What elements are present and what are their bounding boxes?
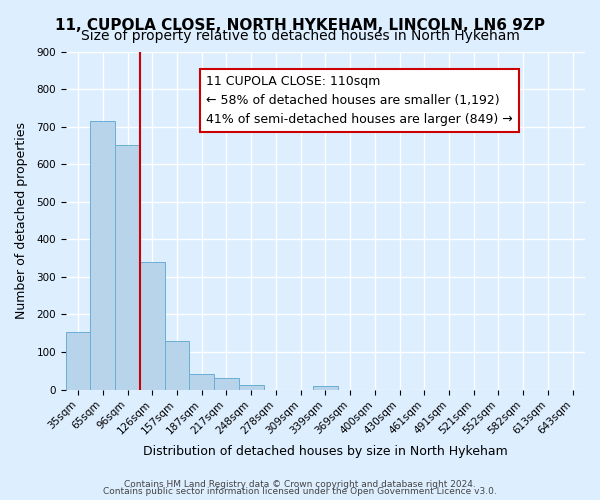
X-axis label: Distribution of detached houses by size in North Hykeham: Distribution of detached houses by size … bbox=[143, 444, 508, 458]
Bar bbox=[214, 378, 239, 390]
Text: Contains HM Land Registry data © Crown copyright and database right 2024.: Contains HM Land Registry data © Crown c… bbox=[124, 480, 476, 489]
Bar bbox=[115, 144, 140, 390]
Bar bbox=[65, 332, 91, 390]
Bar bbox=[239, 385, 263, 390]
Text: Contains public sector information licensed under the Open Government Licence v3: Contains public sector information licen… bbox=[103, 488, 497, 496]
Bar bbox=[164, 341, 190, 390]
Bar bbox=[190, 374, 214, 390]
Y-axis label: Number of detached properties: Number of detached properties bbox=[15, 122, 28, 319]
Text: Size of property relative to detached houses in North Hykeham: Size of property relative to detached ho… bbox=[80, 29, 520, 43]
Bar bbox=[313, 386, 338, 390]
Text: 11, CUPOLA CLOSE, NORTH HYKEHAM, LINCOLN, LN6 9ZP: 11, CUPOLA CLOSE, NORTH HYKEHAM, LINCOLN… bbox=[55, 18, 545, 32]
Bar bbox=[140, 262, 164, 390]
Text: 11 CUPOLA CLOSE: 110sqm
← 58% of detached houses are smaller (1,192)
41% of semi: 11 CUPOLA CLOSE: 110sqm ← 58% of detache… bbox=[206, 75, 512, 126]
Bar bbox=[91, 122, 115, 390]
